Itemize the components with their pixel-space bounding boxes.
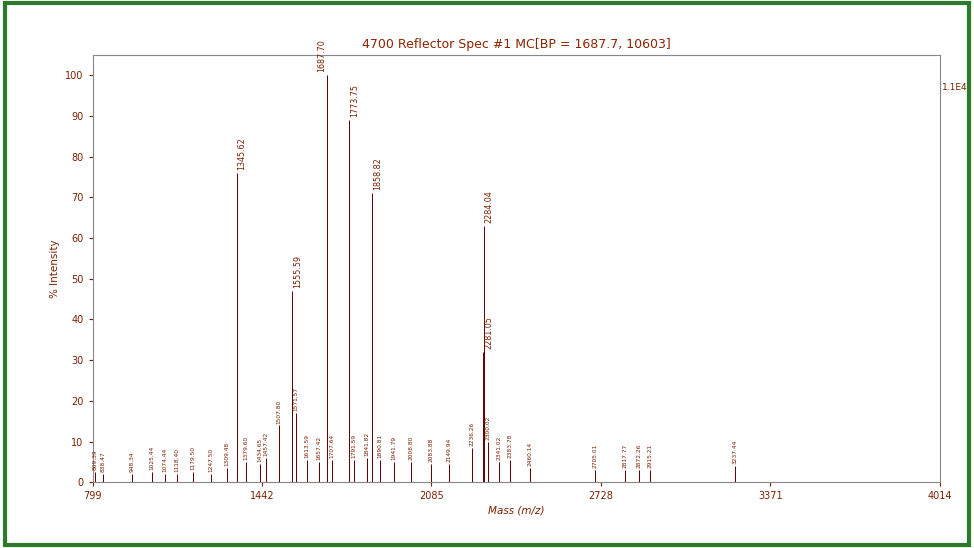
Text: 1791.59: 1791.59 — [352, 434, 356, 458]
Text: 1555.59: 1555.59 — [293, 254, 302, 288]
Text: 838.47: 838.47 — [100, 452, 105, 472]
Text: 1247.50: 1247.50 — [208, 448, 213, 472]
Text: 1.1E4: 1.1E4 — [942, 83, 967, 92]
Text: 2872.26: 2872.26 — [636, 444, 642, 469]
Text: 2383.78: 2383.78 — [507, 434, 512, 458]
Text: 1309.48: 1309.48 — [225, 442, 230, 466]
Text: 2236.26: 2236.26 — [469, 422, 474, 446]
Text: 1434.65: 1434.65 — [257, 438, 263, 463]
Text: 1707.64: 1707.64 — [329, 434, 334, 458]
Text: 1890.81: 1890.81 — [378, 434, 383, 458]
Text: 1657.42: 1657.42 — [317, 436, 321, 460]
Text: 1858.82: 1858.82 — [373, 157, 382, 190]
Text: 2705.01: 2705.01 — [592, 444, 597, 469]
Text: 1179.50: 1179.50 — [190, 446, 196, 470]
Text: 1687.70: 1687.70 — [317, 39, 325, 72]
Text: 2817.77: 2817.77 — [622, 444, 627, 469]
X-axis label: Mass (m/z): Mass (m/z) — [488, 505, 544, 516]
Text: 1457.42: 1457.42 — [264, 432, 269, 456]
Title: 4700 Reflector Spec #1 MC[BP = 1687.7, 10603]: 4700 Reflector Spec #1 MC[BP = 1687.7, 1… — [362, 38, 670, 51]
Text: 809.39: 809.39 — [93, 450, 97, 470]
Text: 2083.88: 2083.88 — [429, 438, 433, 463]
Text: 2149.94: 2149.94 — [446, 438, 451, 463]
Text: 1571.57: 1571.57 — [293, 387, 299, 412]
Text: 2300.02: 2300.02 — [486, 415, 491, 440]
Text: 1118.40: 1118.40 — [174, 448, 179, 472]
Text: 2915.21: 2915.21 — [648, 444, 653, 469]
Text: 1074.44: 1074.44 — [163, 448, 168, 472]
Text: 1941.79: 1941.79 — [392, 436, 396, 460]
Text: 2281.05: 2281.05 — [484, 316, 493, 349]
Text: 1507.80: 1507.80 — [277, 399, 281, 424]
Text: 2008.80: 2008.80 — [409, 436, 414, 460]
Text: 1773.75: 1773.75 — [351, 84, 359, 117]
Text: 2460.14: 2460.14 — [528, 442, 533, 466]
Text: 1613.59: 1613.59 — [305, 434, 310, 458]
Text: 948.34: 948.34 — [130, 452, 134, 472]
Text: 1379.60: 1379.60 — [244, 436, 248, 460]
Text: 2341.02: 2341.02 — [497, 436, 502, 460]
Text: 1841.82: 1841.82 — [365, 432, 370, 456]
Text: 1345.62: 1345.62 — [238, 137, 246, 169]
Text: 2284.04: 2284.04 — [485, 190, 494, 222]
Text: 3237.44: 3237.44 — [732, 440, 737, 464]
Text: 1025.44: 1025.44 — [150, 446, 155, 470]
Y-axis label: % Intensity: % Intensity — [50, 239, 59, 298]
